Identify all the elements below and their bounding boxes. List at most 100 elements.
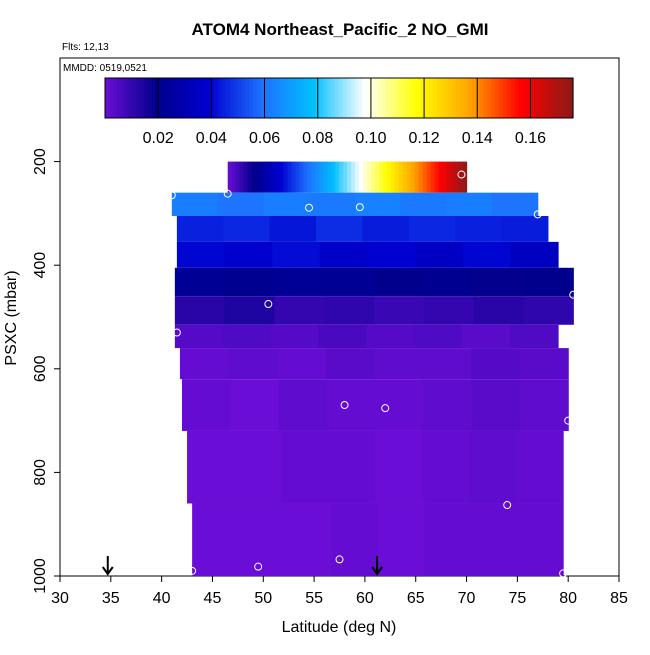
- layer-0-cell: [371, 161, 376, 193]
- layer-0-cell: [287, 161, 292, 193]
- sample-point: [569, 290, 578, 299]
- layer-7-cell: [325, 348, 375, 380]
- layer-0-cell: [243, 161, 249, 193]
- x-tick-label: 70: [458, 590, 476, 607]
- colorbar-swatch: [534, 78, 539, 118]
- layer-1-cell: [400, 192, 447, 216]
- colorbar-swatch: [323, 78, 328, 118]
- colorbar-tick-label: 0.10: [355, 130, 386, 147]
- layer-4-cell: [274, 267, 325, 297]
- layer-9-cell: [469, 430, 517, 504]
- colorbar-swatch: [136, 78, 141, 118]
- colorbar-swatch: [374, 78, 379, 118]
- colorbar-swatch: [459, 78, 465, 118]
- layer-0-cell: [227, 161, 233, 193]
- colorbar-swatch: [257, 78, 262, 118]
- x-axis-label: Latitude (deg N): [282, 619, 397, 636]
- sample-point: [564, 416, 573, 425]
- colorbar-swatch: [498, 78, 504, 118]
- layer-0-cell: [410, 161, 416, 193]
- colorbar-swatch: [120, 78, 126, 118]
- colorbar-swatch: [432, 78, 438, 118]
- y-axis: 200 400 600 800 1000: [32, 148, 60, 594]
- colorbar-tick-label: 0.02: [143, 130, 174, 147]
- layer-7-cell: [374, 348, 424, 380]
- colorbar-swatch: [202, 78, 207, 118]
- layer-6-cell: [414, 324, 463, 349]
- colorbar-swatch: [420, 78, 426, 118]
- colorbar-swatch: [557, 78, 562, 118]
- layer-0-cell: [303, 161, 308, 193]
- layer-0-cell: [251, 161, 257, 193]
- colorbar-swatch: [140, 78, 145, 118]
- colorbar-swatch: [183, 78, 188, 118]
- layer-9-cell: [187, 430, 235, 504]
- layer-1-cell: [263, 192, 310, 216]
- layer-10-cell: [423, 503, 471, 576]
- colorbar: 0.02 0.04 0.06 0.08 0.10 0.12 0.14 0.16: [104, 77, 574, 147]
- colorbar-swatch: [261, 78, 266, 118]
- x-tick-label: 45: [204, 590, 222, 607]
- sample-point: [340, 401, 349, 410]
- layer-5-cell: [174, 296, 226, 325]
- colorbar-swatch: [233, 78, 239, 118]
- x-tick-label: 85: [610, 590, 628, 607]
- colorbar-swatch: [307, 78, 313, 118]
- layer-0-cell: [327, 161, 332, 193]
- layer-0-cell: [386, 161, 392, 193]
- layer-8-cell: [181, 379, 231, 431]
- colorbar-swatch: [175, 78, 180, 118]
- layer-1-cell: [309, 192, 356, 216]
- layer-10-cell: [192, 503, 240, 576]
- colorbar-swatch: [327, 78, 332, 118]
- colorbar-swatch: [210, 78, 215, 118]
- layer-0-cell: [434, 161, 440, 193]
- colorbar-swatch: [253, 78, 258, 118]
- colorbar-swatch: [397, 78, 402, 118]
- colorbar-swatch: [362, 78, 367, 118]
- layer-9-cell: [375, 430, 423, 504]
- layer-1-cell: [491, 192, 539, 216]
- layer-8-cell: [471, 379, 521, 431]
- colorbar-tick-label: 0.04: [196, 130, 227, 147]
- layer-0-cell: [382, 161, 388, 193]
- colorbar-swatch: [514, 78, 519, 118]
- layer-0-cell: [339, 161, 344, 193]
- colorbar-swatch: [366, 78, 371, 118]
- layer-3-cell: [367, 241, 416, 268]
- colorbar-swatch: [296, 78, 301, 118]
- x-tick-label: 30: [51, 590, 69, 607]
- colorbar-swatch: [198, 78, 204, 118]
- layer-8-cell: [519, 379, 569, 431]
- layer-8-cell: [375, 379, 424, 431]
- colorbar-swatch: [186, 78, 192, 118]
- layer-1-cell: [446, 192, 493, 216]
- colorbar-swatch: [163, 78, 168, 118]
- layer-6-cell: [270, 324, 320, 349]
- date-annotation: MMDD: 0519,0521: [63, 63, 147, 74]
- layer-1-cell: [217, 192, 264, 216]
- layer-0-cell: [255, 161, 261, 193]
- colorbar-swatch: [463, 78, 469, 118]
- colorbar-swatch: [561, 78, 566, 118]
- layer-0-cell: [319, 161, 324, 193]
- x-tick-label: 75: [508, 590, 526, 607]
- colorbar-swatch: [144, 78, 149, 118]
- layer-0-cell: [454, 161, 460, 193]
- colorbar-swatch: [417, 78, 422, 118]
- colorbar-swatch: [342, 78, 348, 118]
- layer-4-cell: [374, 267, 425, 297]
- layer-10-cell: [331, 503, 379, 576]
- layer-0-cell: [422, 161, 428, 193]
- sample-point: [254, 562, 263, 571]
- layer-5-cell: [374, 296, 425, 325]
- layer-9-cell: [281, 430, 329, 504]
- colorbar-swatch: [237, 78, 243, 118]
- colorbar-swatch: [389, 78, 395, 118]
- layer-8-cell: [278, 379, 328, 431]
- colorbar-swatch: [549, 78, 555, 118]
- sample-point: [503, 501, 512, 510]
- layer-2-cell: [223, 215, 271, 242]
- colorbar-swatch: [436, 78, 441, 118]
